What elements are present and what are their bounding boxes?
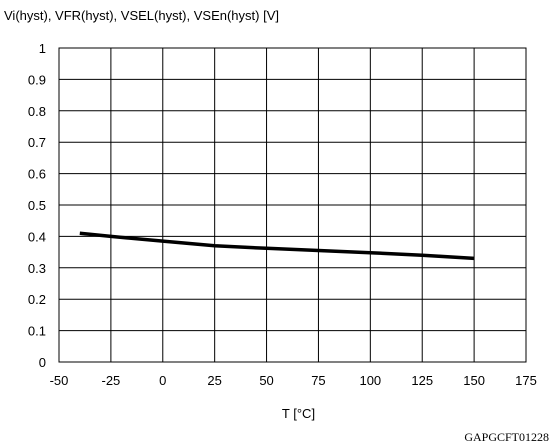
x-tick-label: 25	[207, 373, 221, 388]
x-tick-label: 0	[159, 373, 166, 388]
x-tick-label: -50	[50, 373, 69, 388]
y-tick-label: 0.5	[28, 198, 46, 213]
y-tick-label: 0.1	[28, 324, 46, 339]
series-layer	[79, 231, 475, 261]
series-line	[79, 231, 475, 261]
y-tick-label: 0.8	[28, 104, 46, 119]
y-tick-label: 1	[39, 41, 46, 56]
x-tick-labels: -50 -25 0 25 50 75 100 125 150 175	[50, 373, 537, 388]
figure-code-label: GAPGCFT01228	[464, 430, 549, 444]
x-axis-title: T [°C]	[282, 406, 315, 421]
x-tick-label: -25	[101, 373, 120, 388]
y-tick-label: 0	[39, 355, 46, 370]
y-tick-label: 0.7	[28, 135, 46, 150]
x-tick-label: 50	[259, 373, 273, 388]
y-axis-title: Vi(hyst), VFR(hyst), VSEL(hyst), VSEn(hy…	[4, 8, 279, 23]
y-tick-label: 0.9	[28, 72, 46, 87]
x-tick-label: 175	[515, 373, 537, 388]
y-tick-labels: 0 0.1 0.2 0.3 0.4 0.5 0.6 0.7 0.8 0.9 1	[28, 41, 46, 370]
horizontal-gridlines	[59, 78, 526, 332]
y-tick-label: 0.4	[28, 229, 46, 244]
y-tick-label: 0.3	[28, 261, 46, 276]
y-tick-label: 0.6	[28, 167, 46, 182]
x-tick-label: 75	[311, 373, 325, 388]
x-tick-label: 100	[359, 373, 381, 388]
x-tick-label: 150	[463, 373, 485, 388]
y-tick-label: 0.2	[28, 292, 46, 307]
x-tick-label: 125	[411, 373, 433, 388]
